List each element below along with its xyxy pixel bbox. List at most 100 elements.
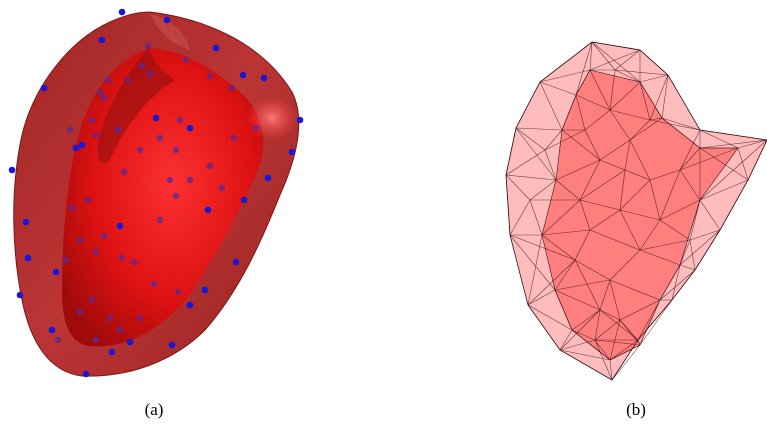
- mesh-edge: [619, 319, 641, 346]
- mesh-edge: [599, 309, 639, 341]
- sample-point-inner: [252, 124, 260, 132]
- mesh-edge: [699, 139, 767, 149]
- mesh-edge: [629, 139, 651, 181]
- sample-point: [48, 326, 56, 334]
- mesh-edge: [575, 41, 593, 96]
- mesh-edge: [559, 309, 601, 351]
- mesh-edge: [594, 309, 601, 341]
- sample-point: [108, 348, 116, 356]
- sample-point: [16, 291, 24, 299]
- mesh-edge: [611, 344, 641, 381]
- mesh-edge: [659, 199, 701, 221]
- sample-point-inner: [138, 62, 146, 70]
- sample-point-inner: [104, 76, 112, 84]
- mesh-edge: [637, 299, 661, 341]
- mesh-edge: [609, 249, 641, 281]
- mesh-edge: [589, 41, 593, 71]
- mesh-edge: [591, 41, 616, 71]
- sample-point: [22, 218, 30, 226]
- sample-point: [24, 254, 32, 262]
- mesh-edge: [584, 109, 611, 131]
- mesh-edge: [554, 279, 611, 291]
- mesh-edge: [719, 179, 749, 231]
- mesh-edge: [679, 129, 701, 171]
- sample-point: [186, 124, 194, 132]
- mesh-edge: [579, 199, 621, 211]
- sample-point: [240, 196, 248, 204]
- mesh-edge: [699, 147, 749, 181]
- mesh-edge: [649, 169, 681, 181]
- mesh-edge: [515, 127, 563, 131]
- mesh-edge: [594, 339, 611, 361]
- sample-point: [52, 268, 60, 276]
- sample-point-inner: [116, 326, 124, 334]
- mesh-edge: [661, 117, 701, 131]
- mesh-edge: [689, 199, 701, 241]
- mesh-edge: [559, 349, 611, 361]
- sample-point-inner: [172, 146, 180, 154]
- mesh-edge: [509, 199, 531, 236]
- mesh-edge: [529, 179, 557, 201]
- sample-point-inner: [186, 176, 194, 184]
- mesh-edge: [527, 304, 561, 351]
- sample-point: [98, 36, 106, 44]
- sample-point: [239, 71, 247, 79]
- sample-point: [116, 222, 124, 230]
- mesh-edge: [671, 264, 681, 301]
- mesh-edge: [579, 169, 626, 201]
- rim-highlight: [150, 14, 190, 50]
- sample-point-inner: [146, 70, 154, 78]
- sample-point: [232, 258, 240, 266]
- mesh-edge: [579, 159, 601, 201]
- mesh-edge: [561, 129, 601, 161]
- sample-point: [82, 370, 90, 378]
- sample-point-inner: [230, 134, 238, 142]
- mesh-edge: [737, 147, 749, 181]
- mesh-edge: [649, 179, 661, 221]
- mesh-edge: [689, 239, 696, 271]
- mesh-edge: [609, 69, 616, 111]
- sample-point-inner: [156, 216, 164, 224]
- sample-point: [264, 174, 272, 182]
- sample-point-inner: [96, 88, 104, 96]
- mesh-edge: [527, 304, 573, 331]
- mesh-edge: [579, 199, 591, 231]
- mesh-edge: [639, 81, 651, 121]
- mesh-edge: [591, 41, 641, 83]
- sample-point: [126, 338, 134, 346]
- mesh-edge: [599, 159, 626, 171]
- sample-point-inner: [120, 168, 128, 176]
- mesh-edge: [614, 49, 641, 71]
- mesh-edge: [611, 339, 639, 381]
- sample-point: [296, 116, 304, 124]
- mesh-edge: [637, 299, 673, 341]
- sample-point-inner: [54, 336, 62, 344]
- mesh-edge: [591, 41, 641, 51]
- mesh-edge: [659, 219, 691, 241]
- sample-point-inner: [176, 116, 184, 124]
- mesh-edge: [624, 169, 651, 181]
- sample-point-inner: [84, 196, 92, 204]
- sample-point-inner: [174, 288, 182, 296]
- sample-point-inner: [136, 314, 144, 322]
- specular-highlight: [246, 96, 298, 140]
- mesh-edge: [619, 209, 661, 221]
- mesh-edge: [539, 81, 563, 131]
- mesh-edge: [594, 339, 641, 346]
- sample-point-inner: [92, 248, 100, 256]
- mesh-edge: [539, 41, 593, 83]
- mesh-edge: [571, 309, 601, 331]
- mesh-edge: [554, 289, 601, 311]
- mesh-edge: [679, 229, 721, 266]
- sample-point-inner: [182, 56, 190, 64]
- mesh-edge: [539, 69, 591, 83]
- sample-point-inner: [100, 232, 108, 240]
- sample-point: [212, 44, 220, 52]
- sample-point-inner: [172, 192, 180, 200]
- sample-points: [8, 8, 304, 378]
- sample-point-inner: [206, 72, 214, 80]
- sample-point-inner: [228, 84, 236, 92]
- sample-point-inner: [76, 308, 84, 316]
- mesh-edge: [671, 269, 696, 301]
